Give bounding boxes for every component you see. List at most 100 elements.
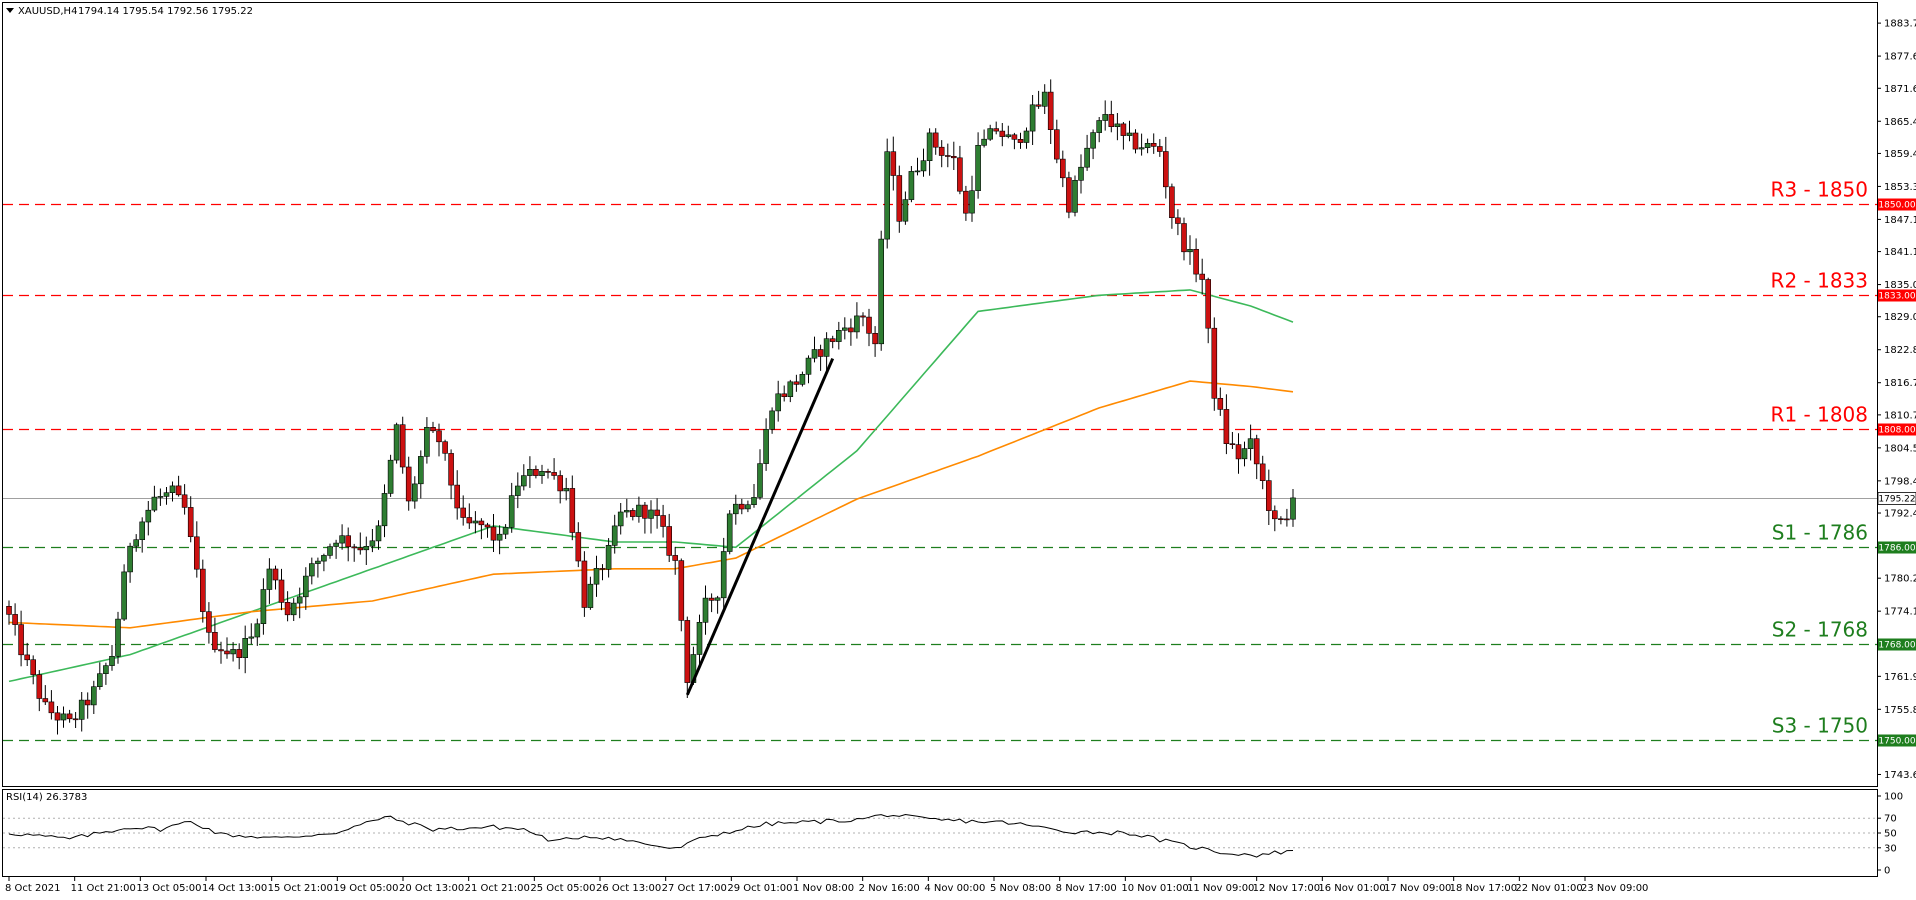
- bearish-candle: [993, 128, 1000, 132]
- bearish-candle: [1157, 146, 1163, 152]
- bullish-candle: [520, 475, 527, 487]
- bearish-candle: [1266, 480, 1272, 511]
- bullish-candle: [539, 470, 545, 476]
- trend-line[interactable]: [685, 357, 835, 696]
- price-axis-label: 1755.80: [1884, 705, 1916, 716]
- bearish-candle: [938, 146, 945, 156]
- bearish-candle: [642, 504, 648, 519]
- level-tag-text: 1833.00: [1878, 292, 1915, 302]
- bearish-candle: [1229, 443, 1236, 446]
- rsi-pane[interactable]: RSI(14) 26.3783: [2, 789, 1878, 877]
- bullish-candle: [787, 381, 794, 397]
- level-tag-text: 1786.00: [1878, 544, 1915, 554]
- time-axis-label: 11 Nov 09:00: [1187, 883, 1254, 894]
- bullish-candle: [763, 429, 769, 464]
- bullish-candle: [1072, 180, 1078, 213]
- time-axis-label: 25 Oct 05:00: [530, 883, 595, 894]
- bullish-candle: [726, 513, 733, 552]
- rsi-axis-label: 70: [1884, 814, 1897, 825]
- bearish-candle: [654, 509, 660, 516]
- bullish-candle: [823, 338, 830, 357]
- bearish-candle: [399, 424, 406, 468]
- bearish-candle: [1235, 444, 1242, 460]
- bearish-candle: [950, 156, 957, 159]
- bullish-candle: [60, 713, 67, 721]
- bullish-candle: [605, 544, 612, 570]
- bullish-candle: [424, 426, 430, 457]
- bearish-candle: [454, 484, 461, 509]
- bullish-candle: [496, 533, 503, 541]
- bearish-candle: [460, 507, 467, 518]
- bearish-candle: [448, 453, 454, 486]
- bearish-candle: [18, 624, 24, 656]
- time-axis[interactable]: 8 Oct 2021 11 Oct 21:00 13 Oct 05:00 14 Oct…: [5, 877, 1648, 894]
- bearish-candle: [30, 659, 37, 675]
- bullish-candle: [611, 525, 618, 546]
- bearish-candle: [1169, 186, 1175, 219]
- bearish-candle: [187, 507, 194, 537]
- bullish-candle: [696, 621, 703, 655]
- level-tag-r1: [1878, 423, 1916, 436]
- last-price-tag-text: 1795.22: [1878, 495, 1915, 505]
- bearish-candle: [1108, 114, 1115, 128]
- rsi-axis[interactable]: 100 70 50 30 0: [1877, 792, 1903, 877]
- bearish-candle: [54, 712, 61, 721]
- bullish-candle: [878, 238, 885, 345]
- bearish-candle: [1060, 158, 1066, 179]
- bullish-candle: [902, 199, 909, 222]
- price-axis-label: 1798.40: [1884, 476, 1916, 487]
- price-axis-label: 1883.75: [1884, 19, 1916, 30]
- bearish-candle: [272, 568, 279, 581]
- time-axis-label: 10 Nov 01:00: [1121, 883, 1188, 894]
- bullish-candle: [884, 151, 891, 240]
- bearish-candle: [660, 515, 666, 527]
- bullish-candle: [623, 510, 630, 513]
- price-axis-label: 1871.60: [1884, 84, 1916, 95]
- bearish-candle: [351, 546, 358, 549]
- level-tag-s1: [1878, 541, 1916, 554]
- bearish-candle: [708, 597, 715, 601]
- bullish-candle: [769, 410, 775, 430]
- level-tag-text: 1750.00: [1878, 737, 1915, 747]
- bearish-candle: [1163, 151, 1169, 188]
- bullish-candle: [321, 555, 327, 562]
- bullish-candle: [139, 521, 145, 541]
- time-axis-label: 15 Oct 21:00: [268, 883, 333, 894]
- bullish-candle: [302, 575, 309, 598]
- bearish-candle: [236, 649, 242, 659]
- bullish-candle: [757, 463, 763, 498]
- bearish-candle: [357, 547, 364, 551]
- triangle-down-icon[interactable]: [6, 8, 14, 13]
- bearish-candle: [66, 713, 73, 720]
- level-tag-text: 1768.00: [1878, 641, 1915, 651]
- bearish-candle: [1150, 143, 1157, 147]
- price-axis-label: 1774.10: [1884, 607, 1916, 618]
- bullish-candle: [1029, 104, 1036, 132]
- bearish-candle: [212, 631, 218, 650]
- bullish-candle: [169, 485, 176, 493]
- bearish-candle: [478, 520, 485, 526]
- price-pane[interactable]: R3 - 1850 R2 - 1833 R1 - 1808 S1 - 1786 S2 -…: [2, 2, 1878, 787]
- price-axis-label: 1853.30: [1884, 182, 1916, 193]
- bearish-candle: [175, 485, 182, 496]
- rsi-axis-label: 0: [1884, 866, 1890, 877]
- bearish-candle: [1205, 279, 1211, 329]
- bearish-candle: [1175, 217, 1181, 224]
- bullish-candle: [805, 357, 812, 375]
- bearish-candle: [793, 381, 800, 385]
- bearish-candle: [1272, 510, 1278, 520]
- price-axis[interactable]: 1883.75 1877.60 1871.60 1865.45 1859.45 1853.…: [1877, 19, 1916, 781]
- bearish-candle: [1253, 438, 1260, 465]
- rsi-axis-label: 30: [1884, 843, 1897, 854]
- bearish-candle: [963, 190, 969, 214]
- bearish-candle: [666, 526, 673, 556]
- bullish-candle: [151, 496, 158, 511]
- bullish-candle: [1114, 123, 1121, 128]
- bullish-candle: [145, 509, 152, 523]
- bearish-candle: [678, 560, 685, 621]
- price-axis-label: 1841.15: [1884, 247, 1916, 258]
- bullish-candle: [1078, 166, 1084, 181]
- price-axis-label: 1835.00: [1884, 280, 1916, 291]
